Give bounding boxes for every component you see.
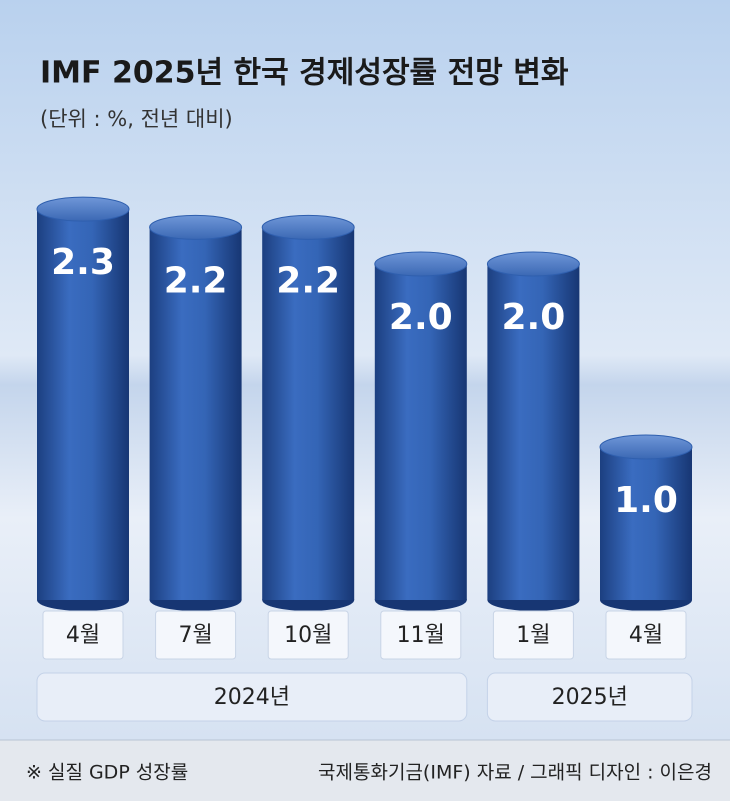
x-tick-label: 10월 (284, 623, 332, 648)
x-tick-label: 1월 (516, 623, 550, 648)
value-label: 2.0 (389, 297, 453, 338)
bar (487, 264, 580, 600)
chart-subtitle: (단위 : %, 전년 대비) (40, 107, 233, 131)
bar (600, 447, 692, 600)
x-tick-label: 4월 (66, 623, 100, 648)
bar-cap (36, 196, 130, 222)
group-label: 2024년 (214, 685, 290, 710)
category-box (380, 610, 462, 660)
group-box (36, 672, 468, 722)
category-box (42, 610, 124, 660)
category-box (605, 610, 687, 660)
x-tick-label: 7월 (178, 623, 212, 648)
x-tick-label: 11월 (397, 623, 445, 648)
bar (374, 264, 467, 600)
bar-cap (599, 434, 693, 460)
bar-cap (149, 214, 243, 240)
group-label: 2025년 (552, 685, 628, 710)
value-label: 1.0 (614, 480, 678, 521)
bar (149, 227, 242, 600)
value-label: 2.0 (502, 297, 566, 338)
value-label: 2.3 (51, 242, 115, 283)
bar-cap (486, 251, 580, 277)
bar (37, 209, 129, 600)
source: 국제통화기금(IMF) 자료 / 그래픽 디자인 : 이은경 (318, 762, 712, 784)
group-box (486, 672, 693, 722)
value-label: 2.2 (276, 260, 340, 301)
footer-band (0, 740, 730, 801)
x-tick-label: 4월 (629, 623, 663, 648)
bar-cap (374, 251, 468, 277)
category-box (492, 610, 574, 660)
category-box (155, 610, 237, 660)
bar (262, 227, 355, 600)
footnote: ※ 실질 GDP 성장률 (26, 762, 188, 784)
category-box (267, 610, 349, 660)
bar-cap (261, 214, 355, 240)
value-label: 2.2 (164, 260, 228, 301)
chart-title: IMF 2025년 한국 경제성장률 전망 변화 (40, 56, 569, 91)
